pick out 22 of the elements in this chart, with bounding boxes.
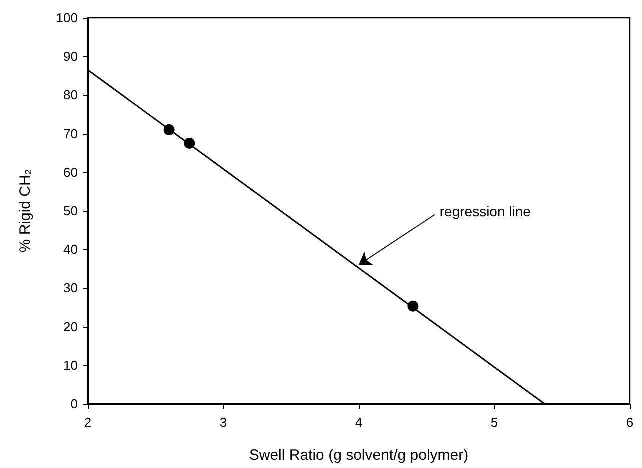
y-axis-title: % Rigid CH₂ [17,169,34,253]
y-tick-label: 30 [64,280,78,296]
y-tick-label: 0 [70,396,78,412]
y-tick-label: 60 [64,164,78,180]
y-tick-label: 100 [56,10,78,26]
y-tick-label: 10 [64,358,78,373]
y-tick-label: 90 [64,49,78,64]
y-tick-label: 80 [64,88,78,103]
x-tick-label: 4 [355,415,363,430]
x-tick-label: 5 [490,415,498,430]
point [164,124,175,136]
y-tick-label: 40 [64,242,78,258]
point [184,138,196,149]
x-tick-label: 3 [220,415,228,430]
x-tick-label: 2 [84,415,92,430]
y-tick-label: 20 [64,319,78,334]
annotation: regression line [440,204,532,220]
x-axis-title: Swell Ratio (g solvent/g polymer) [249,447,469,464]
y-tick-label: 50 [64,204,78,218]
x-tick-label: 6 [626,415,634,430]
y-tick-label: 70 [64,126,78,142]
point [408,300,419,312]
